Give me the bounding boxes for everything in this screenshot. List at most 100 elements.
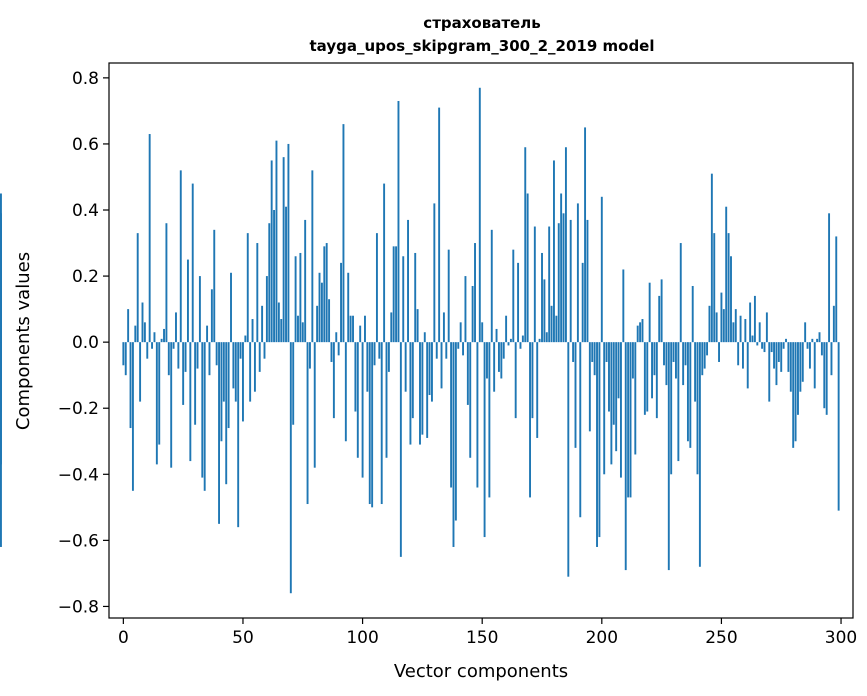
bar [770,342,773,353]
bar [0,213,2,343]
bar [648,282,651,343]
bar [739,315,742,343]
bar [538,338,541,343]
bar [505,315,508,343]
bar [189,342,192,462]
bar [191,183,194,343]
bar [134,325,137,343]
bar [352,315,354,343]
bar [806,342,809,349]
bar [689,342,692,448]
bar [529,342,531,498]
bar [548,226,551,343]
bar [476,342,479,488]
bar [734,309,737,343]
bar [486,342,488,379]
bar [588,342,591,432]
bar [153,332,156,343]
bar [758,322,761,343]
bar [148,134,151,343]
bar [725,206,728,343]
bar [194,342,197,425]
bar [151,342,154,349]
bar [526,193,529,343]
bar [488,342,491,498]
bar [201,342,204,478]
bar [818,332,821,343]
bar [586,219,589,343]
bar [136,233,139,343]
bar [509,338,512,343]
bar [684,342,687,366]
bar [234,342,237,402]
bar [584,127,587,343]
bar [426,342,429,438]
bar [801,342,804,382]
bar [631,342,634,379]
bar [251,319,254,343]
bar [239,342,242,359]
bar [497,342,500,372]
bar [447,249,450,343]
bar [655,342,658,419]
bar [399,342,402,557]
bar [414,252,417,343]
bar [634,342,637,455]
bar [385,342,388,458]
bar [536,342,539,438]
bar [691,285,694,343]
bar [572,342,575,362]
bar [289,342,292,594]
bar [301,322,304,343]
y-tick-label: 0.2 [72,267,99,287]
bar [730,256,732,343]
bar [756,342,759,346]
bar [555,315,558,343]
bar [411,342,414,419]
bar [713,233,716,343]
bar [732,322,735,343]
bar [600,196,603,343]
bar [787,342,790,372]
bar [627,342,630,498]
bar [763,342,766,353]
bar [517,262,520,343]
y-axis-label: Components values [13,252,34,430]
bar [213,229,216,343]
bar [438,107,441,343]
y-tick-label: −0.8 [58,597,99,617]
bar [373,342,376,366]
bar [782,342,785,349]
bar [131,342,134,491]
bar [663,342,665,366]
bar [543,279,546,343]
bar [610,342,613,465]
bar [591,342,594,362]
y-tick-label: 0.4 [72,201,99,221]
bar [775,342,778,386]
bar [282,157,285,343]
bar [344,342,347,442]
bar [696,342,699,475]
bar [196,342,199,369]
bar [718,342,720,362]
bar [175,312,177,343]
bar [294,256,297,343]
y-axis-ticks: −0.8 −0.6 −0.4 −0.2 0.0 0.2 0.4 0.6 0.8 [58,69,109,617]
bar [686,342,689,442]
bar [335,332,338,343]
bar [675,342,677,379]
bar [163,328,165,343]
bar [722,309,725,343]
bar [828,213,831,343]
bar [531,342,534,419]
bar [165,223,168,343]
bar [773,342,776,369]
bar [524,147,527,343]
bar [777,342,780,362]
bar [390,312,393,343]
bar [825,342,828,415]
bar [768,342,771,402]
